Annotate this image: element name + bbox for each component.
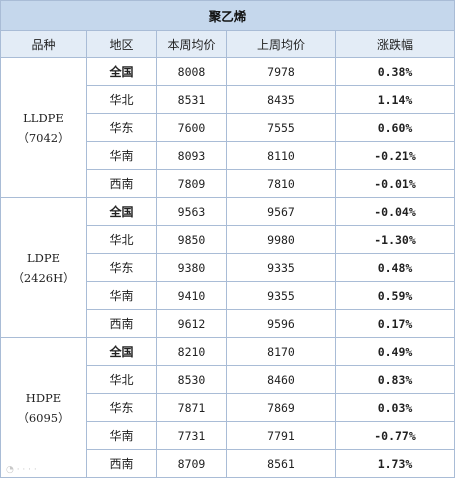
change-percent: 0.38% <box>335 57 455 86</box>
last-week-price: 7555 <box>226 113 336 142</box>
last-week-price: 9335 <box>226 253 336 282</box>
table-row: HDPE （6095） 全国 8210 8170 0.49% <box>0 337 455 478</box>
header-change: 涨跌幅 <box>335 30 455 58</box>
last-week-price: 9980 <box>226 225 336 254</box>
this-week-price: 7871 <box>156 393 227 422</box>
change-percent: 0.03% <box>335 393 455 422</box>
this-week-price: 8709 <box>156 449 227 478</box>
table-row: 华北 9850 9980 -1.30% <box>1 225 455 254</box>
change-percent: 0.60% <box>335 113 455 142</box>
this-week-price: 9380 <box>156 253 227 282</box>
this-week-price: 8093 <box>156 141 227 170</box>
product-cell: LLDPE （7042） <box>0 57 87 198</box>
table-title: 聚乙烯 <box>0 0 455 31</box>
last-week-price: 8110 <box>226 141 336 170</box>
product-code: （6095） <box>17 410 70 425</box>
table-row: 华东 9380 9335 0.48% <box>1 253 455 282</box>
this-week-price: 8210 <box>156 337 227 366</box>
change-percent: 1.73% <box>335 449 455 478</box>
region-cell: 华东 <box>86 393 157 422</box>
last-week-price: 9596 <box>226 309 336 338</box>
this-week-price: 9850 <box>156 225 227 254</box>
table-row: 西南 7809 7810 -0.01% <box>1 169 455 198</box>
product-name: LLDPE <box>23 110 64 125</box>
region-cell: 华东 <box>86 253 157 282</box>
table-title-row: 聚乙烯 <box>0 0 455 31</box>
change-percent: 1.14% <box>335 85 455 114</box>
region-cell: 西南 <box>86 449 157 478</box>
change-percent: -0.77% <box>335 421 455 450</box>
this-week-price: 9410 <box>156 281 227 310</box>
product-cell: HDPE （6095） <box>0 337 87 478</box>
table-row: 华南 7731 7791 -0.77% <box>1 421 455 450</box>
this-week-price: 7600 <box>156 113 227 142</box>
last-week-price: 7810 <box>226 169 336 198</box>
table-row: 华南 8093 8110 -0.21% <box>1 141 455 170</box>
product-code: （2426H） <box>12 270 75 285</box>
change-percent: -0.21% <box>335 141 455 170</box>
last-week-price: 7791 <box>226 421 336 450</box>
change-percent: 0.17% <box>335 309 455 338</box>
product-name: HDPE <box>25 390 62 405</box>
region-cell: 华北 <box>86 85 157 114</box>
this-week-price: 8008 <box>156 57 227 86</box>
last-week-price: 7869 <box>226 393 336 422</box>
region-cell: 西南 <box>86 169 157 198</box>
product-name: LDPE <box>27 250 60 265</box>
region-cell: 华北 <box>86 225 157 254</box>
product-code: （7042） <box>17 130 70 145</box>
last-week-price: 8561 <box>226 449 336 478</box>
this-week-price: 9612 <box>156 309 227 338</box>
last-week-price: 8170 <box>226 337 336 366</box>
last-week-price: 7978 <box>226 57 336 86</box>
region-cell: 西南 <box>86 309 157 338</box>
change-percent: 0.49% <box>335 337 455 366</box>
table-body: LLDPE （7042） 全国 8008 7978 0.38% 华北 8531 8435 1.14… <box>0 57 455 478</box>
change-percent: -0.01% <box>335 169 455 198</box>
last-week-price: 8460 <box>226 365 336 394</box>
header-product: 品种 <box>0 30 87 58</box>
last-week-price: 8435 <box>226 85 336 114</box>
region-cell: 全国 <box>86 337 157 366</box>
header-region: 地区 <box>86 30 157 58</box>
change-percent: 0.59% <box>335 281 455 310</box>
header-last-week: 上周均价 <box>226 30 336 58</box>
table-row: 华南 9410 9355 0.59% <box>1 281 455 310</box>
last-week-price: 9567 <box>226 197 336 226</box>
region-cell: 华东 <box>86 113 157 142</box>
header-this-week: 本周均价 <box>156 30 227 58</box>
watermark-logo: ◔ · · · · <box>6 465 37 475</box>
region-cell: 全国 <box>86 197 157 226</box>
region-cell: 华南 <box>86 421 157 450</box>
change-percent: -1.30% <box>335 225 455 254</box>
table-row: LDPE （2426H） 全国 9563 9567 -0.04% <box>0 197 455 338</box>
table-row: LLDPE （7042） 全国 8008 7978 0.38% <box>0 57 455 198</box>
this-week-price: 7809 <box>156 169 227 198</box>
this-week-price: 8531 <box>156 85 227 114</box>
this-week-price: 7731 <box>156 421 227 450</box>
change-percent: 0.83% <box>335 365 455 394</box>
product-cell: LDPE （2426H） <box>0 197 87 338</box>
region-cell: 华北 <box>86 365 157 394</box>
table-row: 西南 8709 8561 1.73% <box>1 449 455 478</box>
table-row: 华北 8531 8435 1.14% <box>1 85 455 114</box>
table-row: 华东 7600 7555 0.60% <box>1 113 455 142</box>
last-week-price: 9355 <box>226 281 336 310</box>
region-cell: 华南 <box>86 141 157 170</box>
table-header-row: 品种 地区 本周均价 上周均价 涨跌幅 <box>0 30 455 58</box>
change-percent: 0.48% <box>335 253 455 282</box>
this-week-price: 8530 <box>156 365 227 394</box>
this-week-price: 9563 <box>156 197 227 226</box>
table-row: 西南 9612 9596 0.17% <box>1 309 455 338</box>
change-percent: -0.04% <box>335 197 455 226</box>
region-cell: 全国 <box>86 57 157 86</box>
region-cell: 华南 <box>86 281 157 310</box>
